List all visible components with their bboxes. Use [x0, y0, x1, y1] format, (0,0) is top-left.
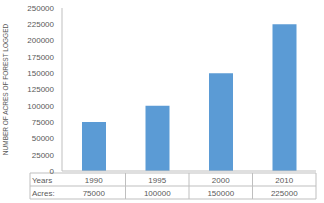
svg-text:1990: 1990: [85, 176, 103, 185]
svg-text:2000: 2000: [212, 176, 230, 185]
svg-text:NUMBER OF ACRES OF FOREST LOGG: NUMBER OF ACRES OF FOREST LOGGED: [8, 24, 9, 156]
svg-text:2010: 2010: [275, 176, 293, 185]
svg-text:75000: 75000: [32, 118, 55, 127]
svg-text:250000: 250000: [27, 4, 54, 13]
svg-text:150000: 150000: [27, 69, 54, 78]
svg-text:100000: 100000: [144, 189, 171, 198]
svg-text:50000: 50000: [32, 134, 55, 143]
svg-text:0: 0: [50, 167, 55, 176]
svg-text:1995: 1995: [148, 176, 166, 185]
svg-text:Years: Years: [32, 176, 52, 185]
svg-text:225000: 225000: [27, 20, 54, 29]
svg-text:150000: 150000: [207, 189, 234, 198]
svg-text:175000: 175000: [27, 53, 54, 62]
svg-text:125000: 125000: [27, 85, 54, 94]
svg-text:Acres:: Acres:: [32, 189, 55, 198]
svg-text:200000: 200000: [27, 36, 54, 45]
svg-text:100000: 100000: [27, 102, 54, 111]
svg-text:25000: 25000: [32, 151, 55, 160]
svg-text:75000: 75000: [83, 189, 106, 198]
svg-text:225000: 225000: [271, 189, 298, 198]
